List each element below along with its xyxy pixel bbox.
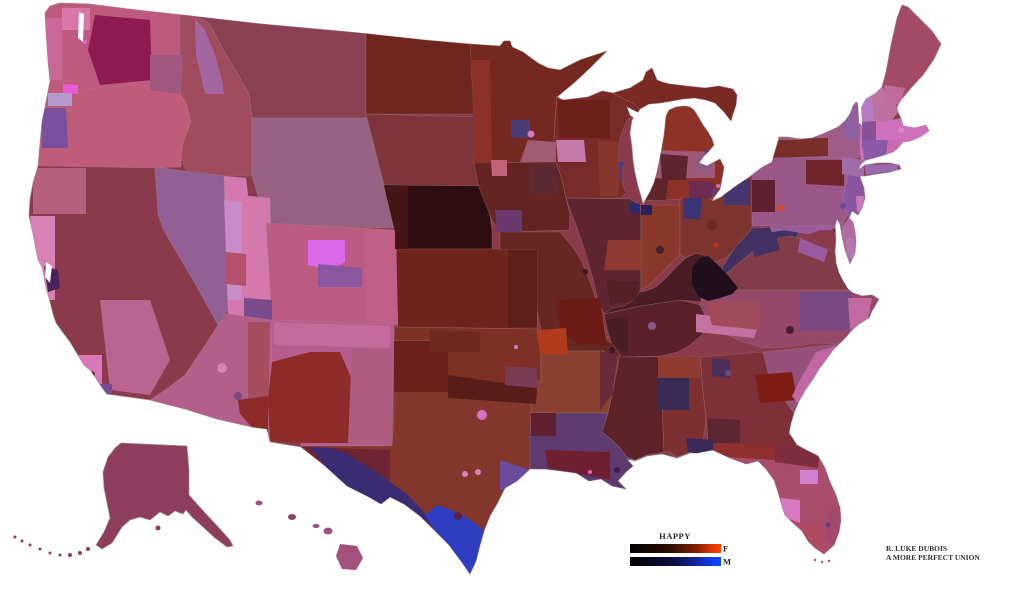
- svg-text:HAPPY: HAPPY: [659, 531, 691, 541]
- svg-text:F: F: [723, 544, 728, 554]
- svg-text:M: M: [723, 557, 731, 567]
- svg-text:R. LUKE DUBOIS: R. LUKE DUBOIS: [886, 544, 947, 553]
- svg-text:A MORE PERFECT UNION: A MORE PERFECT UNION: [886, 553, 980, 562]
